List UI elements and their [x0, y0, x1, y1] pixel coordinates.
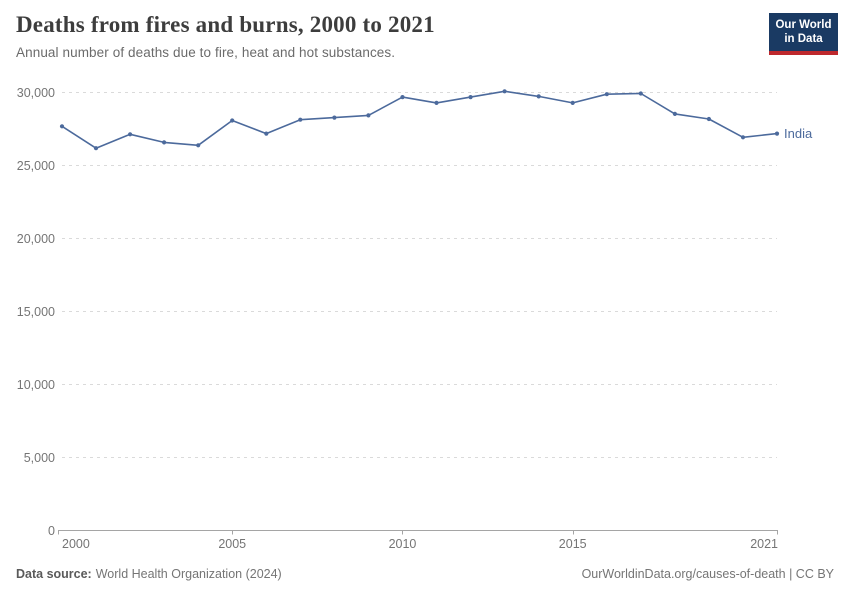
chart-footer: Data source: World Health Organization (2… — [16, 567, 834, 581]
series-point — [230, 118, 235, 123]
series-point — [400, 95, 405, 100]
series-point — [434, 100, 439, 105]
chart-subtitle: Annual number of deaths due to fire, hea… — [16, 45, 396, 60]
y-axis-tick-label: 30,000 — [17, 86, 55, 100]
data-source-value: World Health Organization (2024) — [95, 567, 282, 581]
series-point — [536, 94, 541, 99]
data-source-label: Data source: — [16, 567, 92, 581]
series-point — [366, 113, 371, 118]
series-point — [128, 132, 133, 137]
series-point — [332, 115, 337, 120]
series-point — [264, 131, 269, 136]
series-point — [468, 95, 473, 100]
x-axis-tick-label: 2010 — [389, 537, 417, 551]
x-axis-tick-label: 2021 — [750, 537, 778, 551]
data-source: Data source: World Health Organization (2… — [16, 567, 282, 581]
y-axis-tick-label: 15,000 — [17, 305, 55, 319]
y-axis-tick-label: 20,000 — [17, 232, 55, 246]
owid-logo-line2: in Data — [784, 33, 823, 46]
owid-logo-line1: Our World — [775, 19, 832, 31]
series-point — [196, 143, 201, 148]
series-point — [774, 131, 780, 136]
y-axis-tick-label: 5,000 — [24, 451, 55, 465]
x-axis-tick-label: 2000 — [62, 537, 90, 551]
series-line-india — [61, 90, 778, 149]
series-point — [298, 117, 303, 122]
series-point — [59, 124, 65, 129]
page-title: Deaths from fires and burns, 2000 to 202… — [16, 12, 435, 37]
series-point — [93, 146, 99, 151]
series-point — [638, 91, 643, 96]
series-point — [162, 140, 167, 145]
footer-link[interactable]: OurWorldinData.org/causes-of-death | CC … — [581, 567, 834, 581]
owid-logo: Our World in Data — [769, 13, 838, 55]
series-point — [570, 100, 575, 105]
y-axis-tick-label: 0 — [48, 524, 55, 538]
x-axis-tick-label: 2015 — [559, 537, 587, 551]
series-label-india: India — [784, 126, 813, 141]
series-point — [604, 92, 609, 97]
series-point — [502, 89, 507, 94]
y-axis-tick-label: 10,000 — [17, 378, 55, 392]
series-point — [706, 116, 712, 122]
series-point — [740, 135, 746, 140]
x-axis-tick-label: 2005 — [218, 537, 246, 551]
y-axis-tick-label: 25,000 — [17, 159, 55, 173]
chart-header: Deaths from fires and burns, 2000 to 202… — [16, 12, 750, 60]
series-point — [672, 111, 678, 116]
